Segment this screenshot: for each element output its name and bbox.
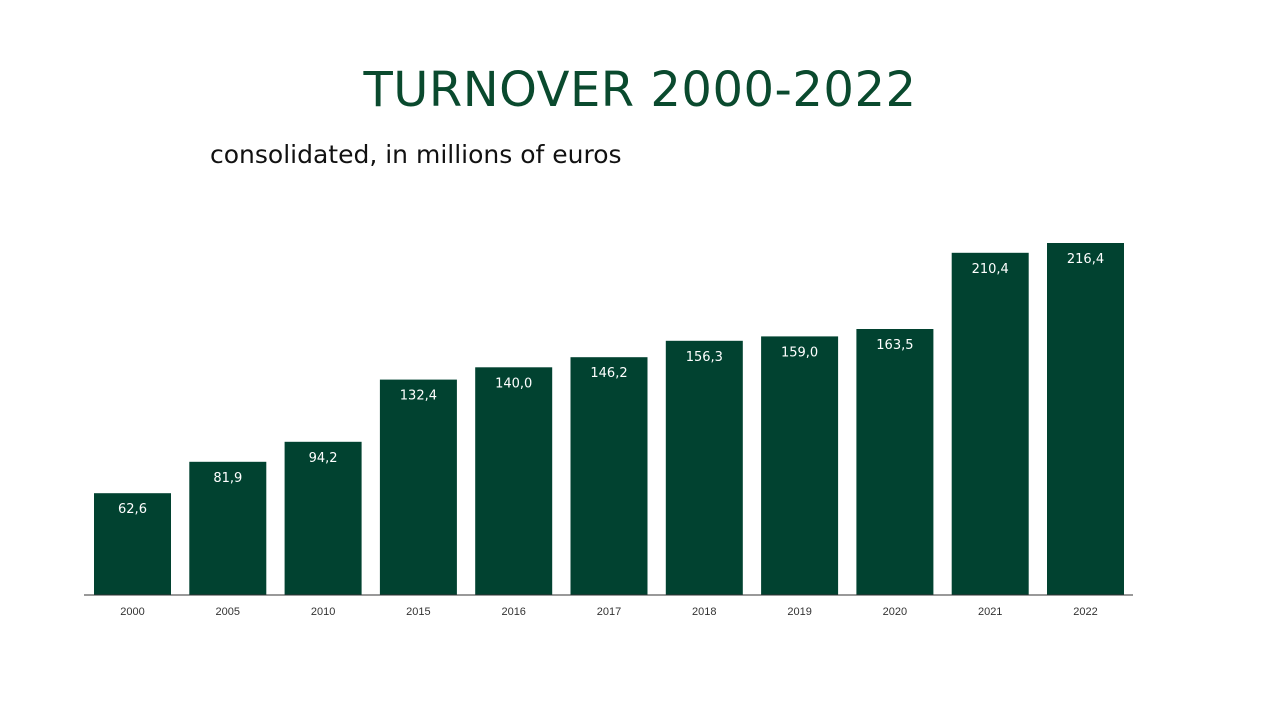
bar-value-label-2016: 140,0: [495, 376, 532, 391]
x-tick-label-2010: 2010: [311, 606, 335, 618]
bar-value-label-2020: 163,5: [876, 338, 913, 353]
bar-value-label-2005: 81,9: [213, 471, 242, 486]
x-tick-label-2017: 2017: [597, 606, 621, 618]
x-tick-label-2005: 2005: [216, 606, 240, 618]
x-tick-labels: 2000 2005 2010 2015 2016 2017 2018 2019 2020 2021…: [120, 606, 1097, 618]
x-tick-label-2022: 2022: [1073, 606, 1097, 618]
bar-value-label-2022: 216,4: [1067, 252, 1104, 267]
x-tick-label-2020: 2020: [883, 606, 907, 618]
bar-2000: [94, 493, 171, 595]
bar-2020: [856, 329, 934, 595]
x-tick-label-2018: 2018: [692, 606, 716, 618]
x-tick-label-2021: 2021: [978, 606, 1002, 618]
slide-title: TURNOVER 2000-2022: [363, 62, 917, 118]
bar-value-label-2021: 210,4: [972, 262, 1009, 277]
bar-value-label-2019: 159,0: [781, 345, 818, 360]
x-tick-label-2016: 2016: [501, 606, 525, 618]
bar-value-label-2000: 62,6: [118, 502, 147, 517]
bar-value-label-2018: 156,3: [686, 350, 723, 365]
bar-value-label-2015: 132,4: [400, 389, 437, 404]
bars-group: 62,6 81,9 94,2 132,4 140,0 146,2 156,3 159,0 163…: [94, 243, 1124, 596]
bar-2015: [379, 379, 457, 595]
bar-2018: [665, 340, 743, 595]
x-tick-label-2000: 2000: [120, 606, 144, 618]
bar-2016: [475, 367, 553, 595]
bar-2019: [761, 336, 839, 595]
slide-subtitle: consolidated, in millions of euros: [210, 140, 622, 169]
bar-2017: [570, 357, 648, 595]
x-tick-label-2015: 2015: [406, 606, 430, 618]
bar-2010: [284, 441, 362, 595]
bar-2022: [1047, 243, 1124, 595]
bar-2005: [189, 461, 267, 595]
bar-value-label-2010: 94,2: [309, 451, 338, 466]
bar-2021: [951, 252, 1029, 596]
x-tick-label-2019: 2019: [787, 606, 811, 618]
bar-value-label-2017: 146,2: [590, 366, 627, 381]
